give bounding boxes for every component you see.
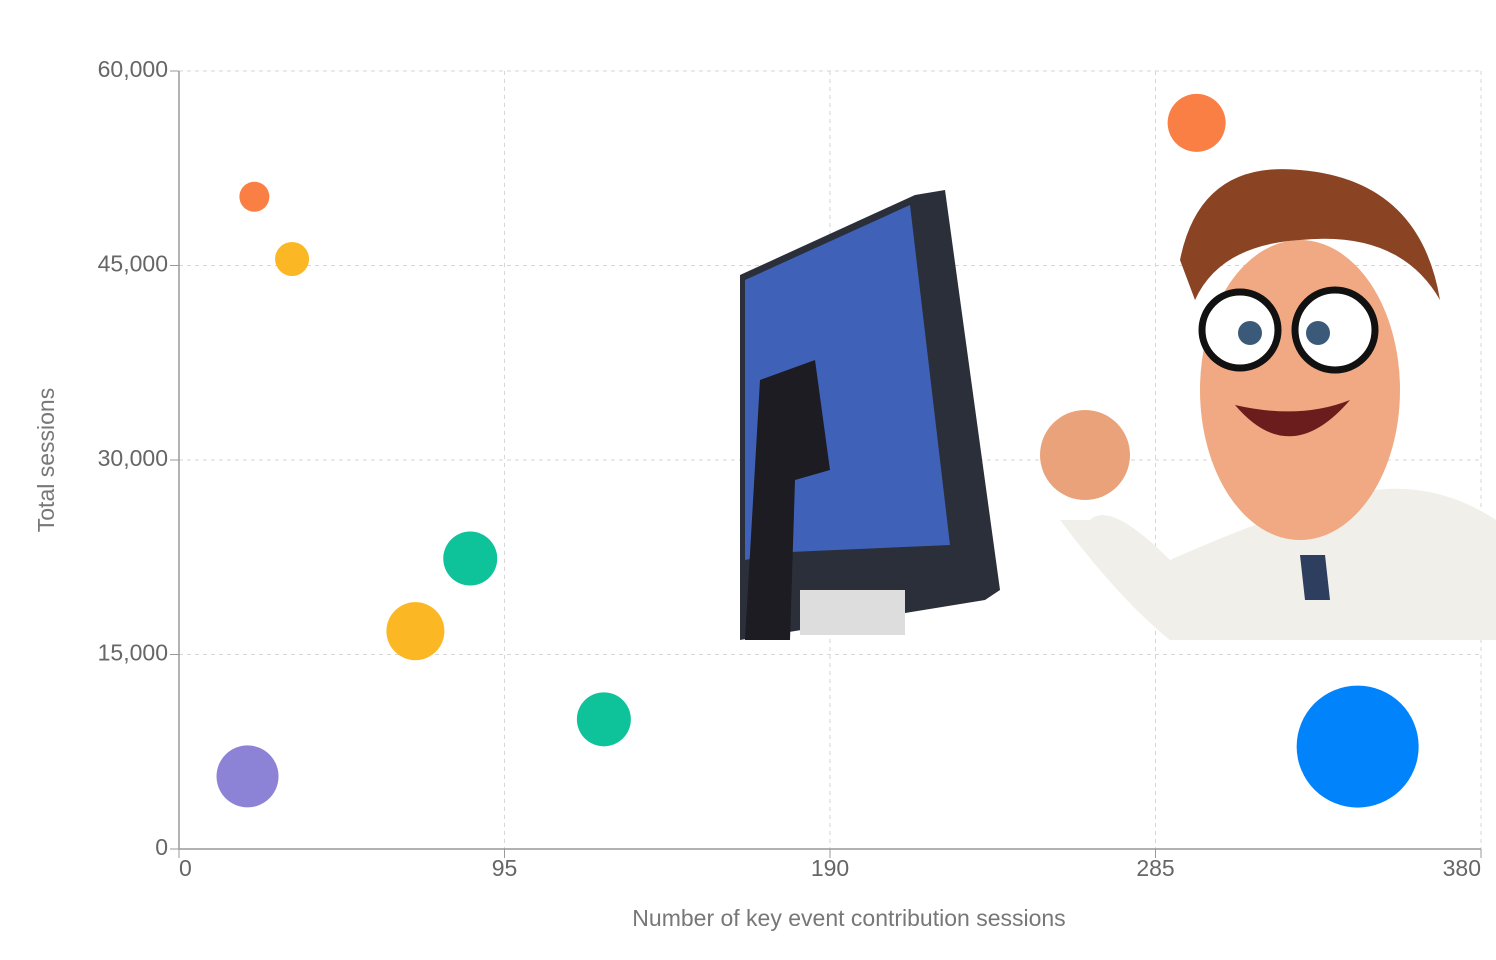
y-axis-title: Total sessions [33,388,59,532]
bubble [576,692,631,747]
eye-right [1306,321,1330,345]
x-tick-label: 380 [1443,855,1481,881]
body [1060,488,1496,640]
y-tick-label: 30,000 [98,445,168,471]
y-tick-label: 15,000 [98,640,168,666]
marks [216,93,1419,808]
x-tick-label: 190 [811,855,849,881]
glasses-right [1291,286,1379,374]
bubble [443,531,498,586]
y-tick-label: 45,000 [98,251,168,277]
bubble [275,242,310,277]
x-tick-label: 95 [492,855,518,881]
fist [1040,410,1130,500]
bubble [1167,93,1226,152]
bubble [216,745,279,808]
monitor-stand [745,360,830,640]
illustration [740,169,1496,640]
y-tick-label: 0 [155,834,168,860]
tie [1300,555,1330,600]
bubble [1296,685,1419,808]
y-tick-label: 60,000 [98,56,168,82]
eye-left [1238,321,1262,345]
monitor-base [800,590,905,635]
x-tick-label: 0 [179,855,192,881]
hair [1180,169,1440,300]
x-axis-title: Number of key event contribution session… [632,905,1065,931]
mouth [1235,400,1350,437]
x-tick-label: 285 [1136,855,1174,881]
bubble [239,181,270,212]
bubble [386,602,445,661]
face [1200,240,1400,540]
